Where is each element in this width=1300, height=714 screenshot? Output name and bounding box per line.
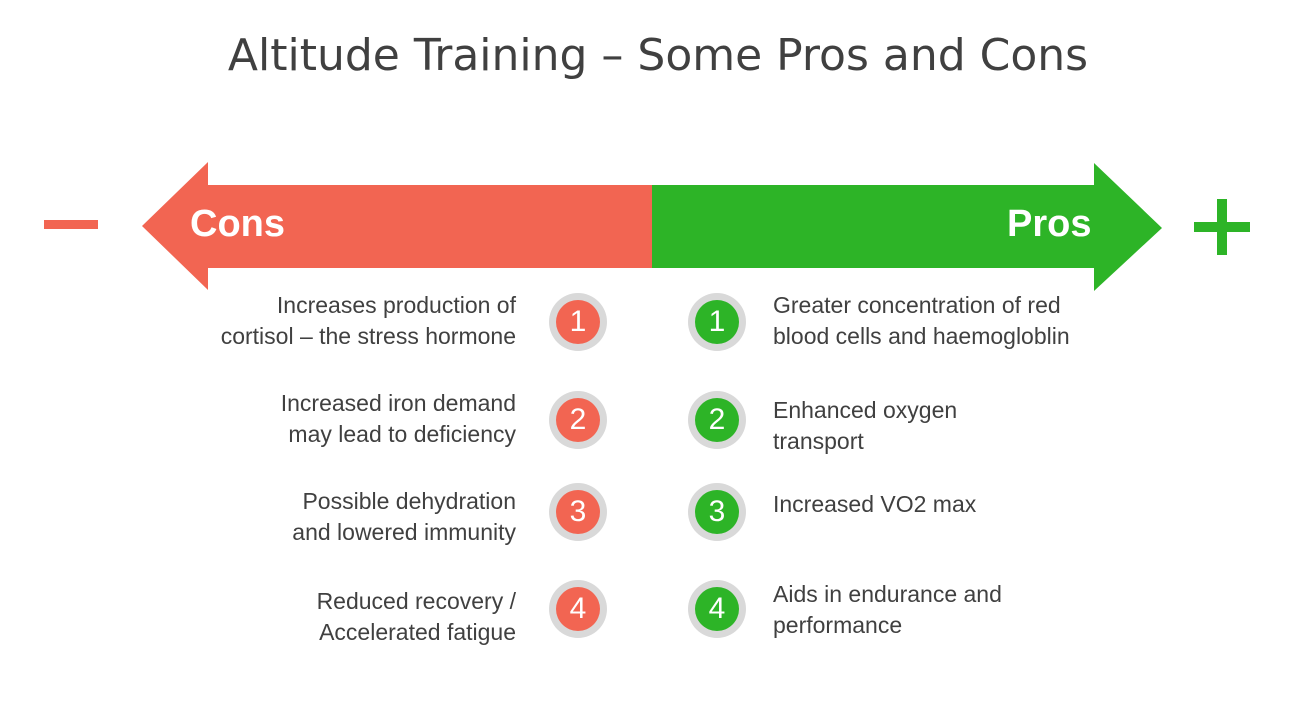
pro-badge-2: 2 bbox=[688, 391, 746, 449]
con-item-4: Reduced recovery / Accelerated fatigue bbox=[136, 586, 516, 648]
pro-item-3: Increased VO2 max bbox=[773, 489, 1153, 520]
plus-icon bbox=[1194, 199, 1250, 255]
con-item-3-line2: and lowered immunity bbox=[292, 519, 516, 545]
pro-badge-1: 1 bbox=[688, 293, 746, 351]
pro-item-4: Aids in endurance and performance bbox=[773, 579, 1153, 641]
pro-badge-3-number: 3 bbox=[695, 490, 739, 534]
con-item-2: Increased iron demand may lead to defici… bbox=[136, 388, 516, 450]
con-badge-4: 4 bbox=[549, 580, 607, 638]
pro-item-3-line1: Increased VO2 max bbox=[773, 491, 977, 517]
con-badge-3: 3 bbox=[549, 483, 607, 541]
con-item-2-line1: Increased iron demand bbox=[280, 390, 516, 416]
con-item-4-line2: Accelerated fatigue bbox=[319, 619, 516, 645]
cons-label: Cons bbox=[190, 203, 285, 245]
pro-badge-4-number: 4 bbox=[695, 587, 739, 631]
con-badge-2: 2 bbox=[549, 391, 607, 449]
con-badge-3-number: 3 bbox=[556, 490, 600, 534]
pro-badge-1-number: 1 bbox=[695, 300, 739, 344]
pro-item-2-line1: Enhanced oxygen bbox=[773, 397, 958, 423]
minus-icon bbox=[44, 220, 98, 229]
con-item-2-line2: may lead to deficiency bbox=[288, 421, 516, 447]
pro-item-1-line2: blood cells and haemogloblin bbox=[773, 323, 1070, 349]
pro-item-2-line2: transport bbox=[773, 428, 864, 454]
row-4: Reduced recovery / Accelerated fatigue 4… bbox=[0, 580, 1300, 656]
con-item-3-line1: Possible dehydration bbox=[302, 488, 516, 514]
con-badge-1-number: 1 bbox=[556, 300, 600, 344]
con-badge-4-number: 4 bbox=[556, 587, 600, 631]
pros-arrow bbox=[652, 163, 1162, 291]
con-badge-2-number: 2 bbox=[556, 398, 600, 442]
cons-arrow bbox=[142, 162, 652, 290]
row-2: Increased iron demand may lead to defici… bbox=[0, 388, 1300, 458]
pro-item-4-line2: performance bbox=[773, 612, 903, 638]
pro-badge-2-number: 2 bbox=[695, 398, 739, 442]
pros-label: Pros bbox=[1007, 203, 1092, 245]
row-1: Increases production of cortisol – the s… bbox=[0, 290, 1300, 360]
pro-item-1: Greater concentration of red blood cells… bbox=[773, 290, 1153, 352]
con-item-4-line1: Reduced recovery / bbox=[316, 588, 516, 614]
con-item-1-line1: Increases production of bbox=[276, 292, 516, 318]
con-badge-1: 1 bbox=[549, 293, 607, 351]
pro-item-2: Enhanced oxygen transport bbox=[773, 395, 1153, 457]
pro-item-1-line1: Greater concentration of red bbox=[773, 292, 1061, 318]
pro-badge-4: 4 bbox=[688, 580, 746, 638]
pro-badge-3: 3 bbox=[688, 483, 746, 541]
row-3: Possible dehydration and lowered immunit… bbox=[0, 483, 1300, 556]
pro-item-4-line1: Aids in endurance and bbox=[773, 581, 1002, 607]
con-item-3: Possible dehydration and lowered immunit… bbox=[136, 486, 516, 548]
slide-title: Altitude Training – Some Pros and Cons bbox=[227, 30, 1089, 81]
con-item-1-line2: cortisol – the stress hormone bbox=[220, 323, 516, 349]
con-item-1: Increases production of cortisol – the s… bbox=[136, 290, 516, 352]
